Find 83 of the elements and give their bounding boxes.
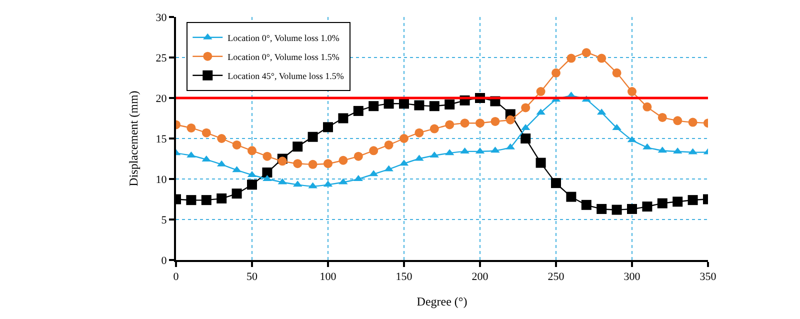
legend-label: Location 0°, Volume loss 1.5%	[228, 52, 340, 62]
y-tick-label: 15	[156, 133, 168, 146]
point	[308, 160, 318, 169]
point	[186, 123, 196, 132]
point	[368, 101, 379, 112]
point	[672, 196, 683, 207]
point	[262, 168, 272, 178]
point	[520, 134, 531, 144]
point	[551, 178, 561, 188]
point	[353, 106, 364, 116]
point	[369, 146, 378, 156]
y-tick-label: 20	[156, 92, 168, 105]
y-tick-label: 10	[156, 174, 168, 186]
point	[216, 193, 227, 204]
x-tick-label: 100	[320, 271, 337, 284]
point	[444, 99, 455, 110]
point	[536, 87, 546, 96]
point	[445, 120, 454, 130]
y-tick-label: 30	[156, 12, 168, 24]
point	[430, 124, 439, 134]
point	[384, 140, 394, 150]
x-tick-label: 0	[173, 271, 180, 284]
point	[688, 118, 698, 127]
y-tick-label: 5	[161, 214, 168, 226]
point	[429, 101, 440, 112]
point	[232, 188, 242, 199]
point	[628, 87, 636, 96]
point	[293, 159, 302, 168]
point	[308, 132, 318, 142]
point	[384, 98, 394, 109]
point	[581, 200, 592, 210]
y-tick-label: 25	[156, 52, 168, 64]
point	[323, 122, 333, 132]
x-tick-label: 50	[246, 271, 258, 284]
x-tick-label: 150	[396, 271, 413, 284]
x-tick-label: 300	[624, 271, 641, 284]
x-tick-label: 250	[548, 271, 565, 284]
point	[324, 159, 332, 168]
point	[278, 156, 287, 166]
y-axis-title: Displacement (mm)	[126, 90, 141, 186]
point	[627, 204, 637, 214]
x-tick-label: 200	[472, 271, 489, 284]
point	[688, 195, 698, 206]
point	[414, 100, 424, 110]
point	[566, 192, 576, 202]
point	[596, 204, 607, 214]
point	[612, 68, 622, 78]
point	[247, 180, 257, 190]
point	[506, 115, 515, 124]
point	[292, 142, 303, 152]
point	[186, 195, 196, 206]
point	[490, 116, 500, 126]
point	[536, 158, 546, 168]
point	[476, 118, 484, 128]
point	[566, 54, 576, 63]
point	[217, 134, 226, 143]
point	[521, 103, 530, 112]
point	[414, 128, 424, 138]
point	[597, 54, 606, 63]
point	[642, 202, 652, 212]
point	[338, 156, 348, 165]
x-tick-label: 350	[700, 271, 717, 284]
point	[552, 68, 560, 78]
legend-label: Location 45°, Volume loss 1.5%	[228, 70, 344, 81]
point	[657, 198, 668, 208]
point	[399, 98, 409, 109]
point	[460, 118, 470, 128]
point	[262, 152, 272, 161]
point	[642, 102, 652, 112]
point	[248, 146, 256, 156]
point	[232, 140, 242, 150]
point	[202, 128, 211, 138]
point	[673, 116, 682, 126]
point	[612, 204, 622, 215]
point	[658, 112, 667, 122]
legend-label: Location 0°, Volume loss 1.0%	[228, 32, 340, 43]
point	[338, 113, 348, 124]
x-axis-title: Degree (°)	[416, 294, 468, 309]
point	[400, 134, 408, 143]
point	[354, 152, 363, 161]
point	[582, 48, 591, 58]
y-tick-label: 0	[161, 254, 168, 267]
point	[201, 195, 212, 206]
